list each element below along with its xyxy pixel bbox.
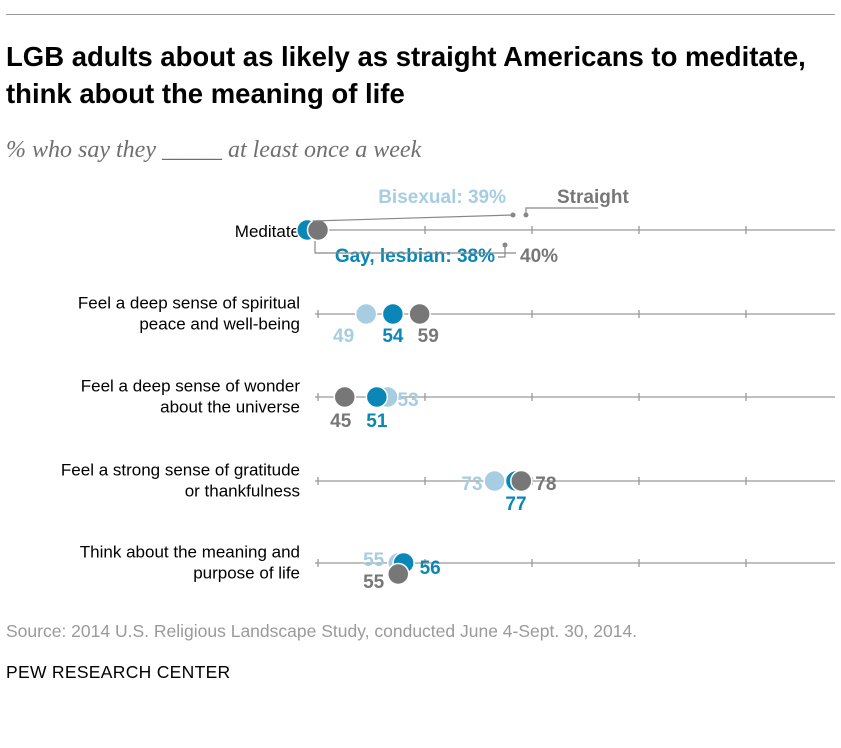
straight-dot: [306, 218, 330, 242]
row-label: peace and well-being: [139, 315, 300, 334]
row-label: Meditate: [235, 222, 300, 241]
straight-value-label: 45: [330, 411, 352, 432]
straight-value-label: 55: [363, 572, 385, 593]
straight-value-label: 40%: [520, 246, 558, 267]
source-note: Source: 2014 U.S. Religious Landscape St…: [6, 621, 638, 641]
row-label: purpose of life: [193, 564, 300, 583]
bisexual-value-label: 55: [363, 550, 385, 571]
gay-lesbian-dot: [381, 302, 405, 326]
gay-lesbian-value-label: 77: [505, 494, 526, 515]
straight-dot: [333, 385, 356, 409]
row-label: Think about the meaning and: [80, 543, 300, 562]
straight-value-label: 59: [418, 326, 439, 347]
bisexual-dot: [354, 302, 378, 326]
gay-lesbian-value-label: 56: [420, 558, 441, 579]
bisexual-dot: [483, 469, 506, 493]
gay-lesbian-value-label: 51: [366, 411, 388, 432]
bisexual-leader-line: [312, 214, 514, 222]
chart-subtitle: % who say they _____ at least once a wee…: [6, 137, 422, 163]
row-label: about the universe: [160, 398, 300, 417]
straight-value-label: 78: [535, 474, 556, 495]
bisexual-value-label: 53: [398, 390, 419, 411]
top-rule: [6, 14, 835, 15]
row-label: Feel a deep sense of wonder: [81, 377, 301, 396]
dot-plot: Meditate Feel a deep sense of spiritual pe…: [61, 187, 835, 593]
gay-lesbian-dot: [365, 385, 389, 409]
row-label: Feel a strong sense of gratitude: [61, 461, 300, 480]
row-label: or thankfulness: [185, 482, 300, 501]
gay-lesbian-value-label: 54: [382, 326, 404, 347]
straight-dot: [408, 302, 431, 326]
gay-lesbian-leader-line: [498, 245, 506, 258]
gay-lesbian-legend-label: Gay, lesbian: 38%: [335, 246, 495, 267]
straight-dot: [510, 469, 533, 493]
chart-title: LGB adults about as likely as straight A…: [6, 41, 806, 109]
straight-leader-line: [525, 207, 598, 215]
straight-dot: [387, 562, 410, 586]
row-label: Feel a deep sense of spiritual: [78, 294, 300, 313]
straight-legend-label: Straight: [557, 187, 629, 208]
bisexual-value-label: 73: [461, 474, 482, 495]
bisexual-legend-label: Bisexual: 39%: [378, 187, 506, 208]
organization-credit: PEW RESEARCH CENTER: [6, 662, 231, 682]
bisexual-value-label: 49: [333, 326, 354, 347]
straight-value-leader-line: [314, 241, 516, 254]
